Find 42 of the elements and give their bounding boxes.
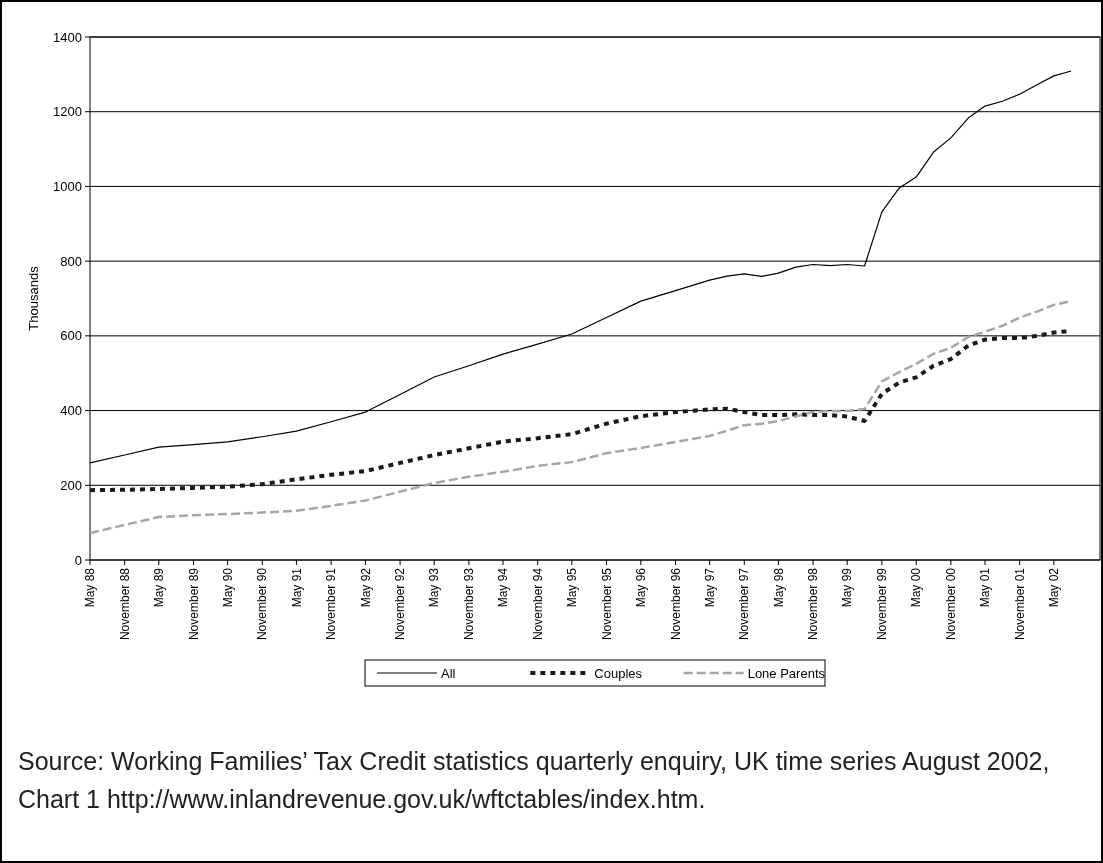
- y-tick-label: 600: [60, 328, 82, 344]
- x-tick-label: May 93: [427, 567, 442, 608]
- legend-label: Couples: [594, 665, 643, 681]
- y-tick-label: 200: [60, 477, 82, 493]
- x-tick-label: November 98: [806, 567, 821, 641]
- y-tick-label: 800: [60, 253, 82, 269]
- x-tick-label: November 95: [599, 567, 614, 641]
- x-tick-label: November 00: [944, 567, 959, 641]
- x-tick-label: May 99: [840, 567, 855, 608]
- x-tick-label: November 94: [530, 567, 545, 641]
- y-tick-label: 0: [74, 552, 82, 568]
- x-tick-label: May 90: [220, 567, 235, 608]
- x-tick-label: May 95: [565, 567, 580, 608]
- legend-label: Lone Parents: [747, 665, 826, 681]
- x-tick-label: November 90: [255, 567, 270, 641]
- x-tick-label: May 94: [496, 567, 511, 608]
- x-tick-label: November 97: [737, 567, 752, 641]
- y-tick-label: 1000: [53, 178, 82, 194]
- x-tick-label: November 99: [875, 567, 890, 641]
- x-tick-label: November 89: [186, 567, 201, 641]
- x-tick-label: May 96: [634, 567, 649, 608]
- x-tick-label: May 91: [289, 567, 304, 608]
- x-tick-label: November 93: [462, 567, 477, 641]
- x-tick-label: May 98: [771, 567, 786, 608]
- source-note: Source: Working Families’ Tax Credit statistics quarterly enquiry, UK time series August 2002, Chart 1 http://www.inlandrevenue.gov.uk/wftctables/index.htm.: [18, 747, 1050, 813]
- x-tick-label: November 88: [117, 567, 132, 641]
- y-tick-label: 400: [60, 403, 82, 419]
- x-tick-label: May 92: [358, 567, 373, 608]
- x-tick-label: May 88: [83, 567, 98, 608]
- y-tick-label: 1400: [53, 29, 82, 45]
- x-tick-label: November 01: [1012, 567, 1027, 641]
- x-tick-label: May 02: [1047, 567, 1062, 608]
- x-tick-label: November 91: [324, 567, 339, 641]
- x-tick-label: May 00: [909, 567, 924, 608]
- x-tick-label: May 89: [152, 567, 166, 608]
- legend-label: All: [441, 665, 456, 681]
- x-tick-label: May 01: [978, 567, 993, 608]
- y-axis-title: Thousands: [26, 265, 41, 331]
- x-tick-label: November 92: [393, 567, 408, 641]
- y-tick-label: 1200: [53, 104, 82, 120]
- x-tick-label: November 96: [668, 567, 683, 641]
- x-tick-label: May 97: [702, 567, 717, 608]
